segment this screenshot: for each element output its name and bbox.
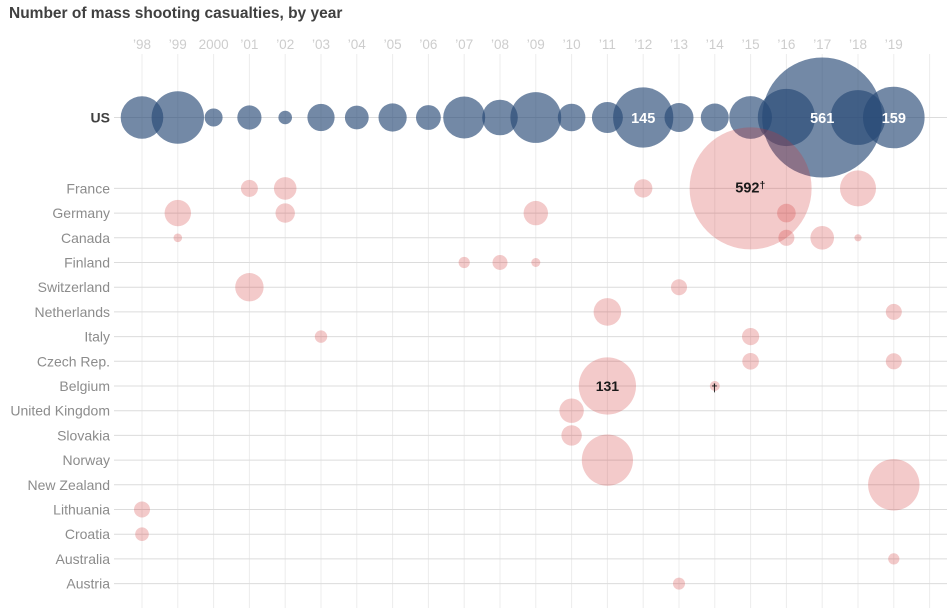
svg-text:131: 131: [596, 378, 620, 394]
svg-text:United Kingdom: United Kingdom: [10, 403, 110, 419]
svg-text:†: †: [711, 382, 717, 394]
svg-text:Italy: Italy: [84, 329, 110, 345]
svg-text:’13: ’13: [670, 37, 688, 52]
svg-text:’16: ’16: [777, 37, 795, 52]
svg-text:’15: ’15: [742, 37, 760, 52]
svg-text:Switzerland: Switzerland: [38, 279, 110, 295]
svg-text:Croatia: Croatia: [65, 526, 110, 542]
svg-text:’17: ’17: [813, 37, 831, 52]
svg-text:’19: ’19: [885, 37, 903, 52]
svg-text:Austria: Austria: [66, 576, 110, 592]
svg-text:’07: ’07: [455, 37, 473, 52]
svg-text:’11: ’11: [599, 37, 616, 52]
svg-text:’10: ’10: [563, 37, 581, 52]
svg-text:’98: ’98: [133, 37, 151, 52]
svg-text:’02: ’02: [276, 37, 294, 52]
svg-text:Germany: Germany: [52, 205, 110, 221]
svg-text:159: 159: [882, 111, 906, 127]
svg-text:’99: ’99: [169, 37, 187, 52]
svg-text:’06: ’06: [419, 37, 437, 52]
svg-text:Lithuania: Lithuania: [53, 502, 110, 518]
svg-text:561: 561: [810, 111, 834, 127]
svg-text:’12: ’12: [634, 37, 652, 52]
svg-text:’05: ’05: [384, 37, 402, 52]
svg-text:145: 145: [631, 111, 655, 127]
svg-text:US: US: [91, 110, 110, 126]
svg-text:2000: 2000: [199, 37, 229, 52]
svg-text:Australia: Australia: [56, 551, 111, 567]
svg-text:’18: ’18: [849, 37, 867, 52]
svg-text:New Zealand: New Zealand: [28, 477, 111, 493]
svg-text:’03: ’03: [312, 37, 330, 52]
svg-text:’09: ’09: [527, 37, 545, 52]
svg-text:Netherlands: Netherlands: [35, 304, 111, 320]
svg-text:592†: 592†: [735, 180, 765, 197]
svg-text:France: France: [66, 180, 110, 196]
svg-text:Norway: Norway: [63, 452, 110, 468]
svg-text:Czech Rep.: Czech Rep.: [37, 353, 110, 369]
svg-text:’14: ’14: [706, 37, 725, 52]
svg-text:Slovakia: Slovakia: [57, 427, 110, 443]
svg-text:Finland: Finland: [64, 255, 110, 271]
svg-text:Canada: Canada: [61, 230, 110, 246]
svg-text:Belgium: Belgium: [59, 378, 110, 394]
svg-text:’08: ’08: [491, 37, 509, 52]
svg-text:’04: ’04: [348, 37, 367, 52]
svg-text:’01: ’01: [240, 37, 258, 52]
